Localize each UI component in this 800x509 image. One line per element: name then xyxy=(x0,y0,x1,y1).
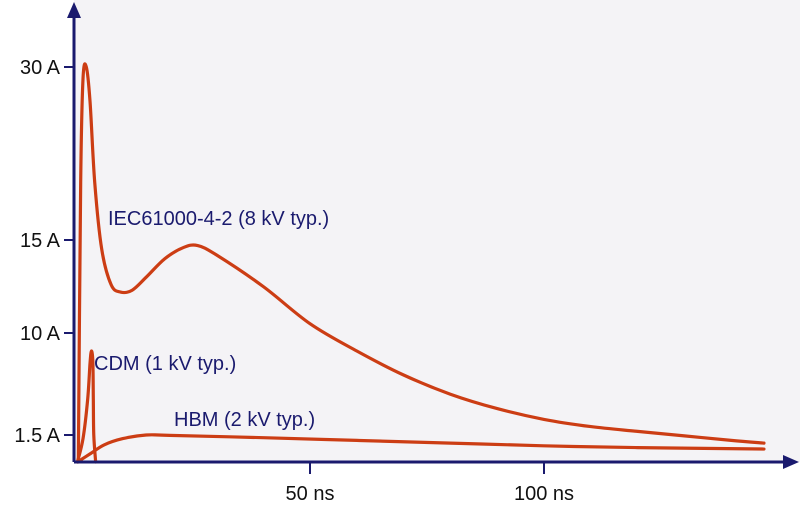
y-tick-label: 1.5 A xyxy=(14,425,60,447)
y-tick-label: 10 A xyxy=(20,323,61,345)
plot-area-background xyxy=(74,0,800,462)
y-tick-label: 30 A xyxy=(20,57,61,79)
curve-labels-layer: IEC61000-4-2 (8 kV typ.) CDM (1 kV typ.) H… xyxy=(94,208,329,431)
iec61000-curve-label: IEC61000-4-2 (8 kV typ.) xyxy=(108,208,329,230)
x-ticks-layer: 50 ns 100 ns xyxy=(286,462,574,505)
cdm-curve-label: CDM (1 kV typ.) xyxy=(94,353,236,375)
y-tick-label: 15 A xyxy=(20,230,61,252)
hbm-curve-label: HBM (2 kV typ.) xyxy=(174,409,315,431)
series-line-cdm xyxy=(75,349,98,464)
x-axis-arrow xyxy=(783,455,799,469)
series-line-iec61000 xyxy=(76,62,766,464)
x-tick-label: 50 ns xyxy=(286,483,335,505)
curves-layer xyxy=(75,62,766,464)
series-line-hbm xyxy=(75,433,766,464)
x-tick-label: 100 ns xyxy=(514,483,574,505)
y-ticks-layer: 1.5 A 10 A 15 A 30 A xyxy=(14,57,74,447)
y-axis-arrow xyxy=(67,2,81,18)
